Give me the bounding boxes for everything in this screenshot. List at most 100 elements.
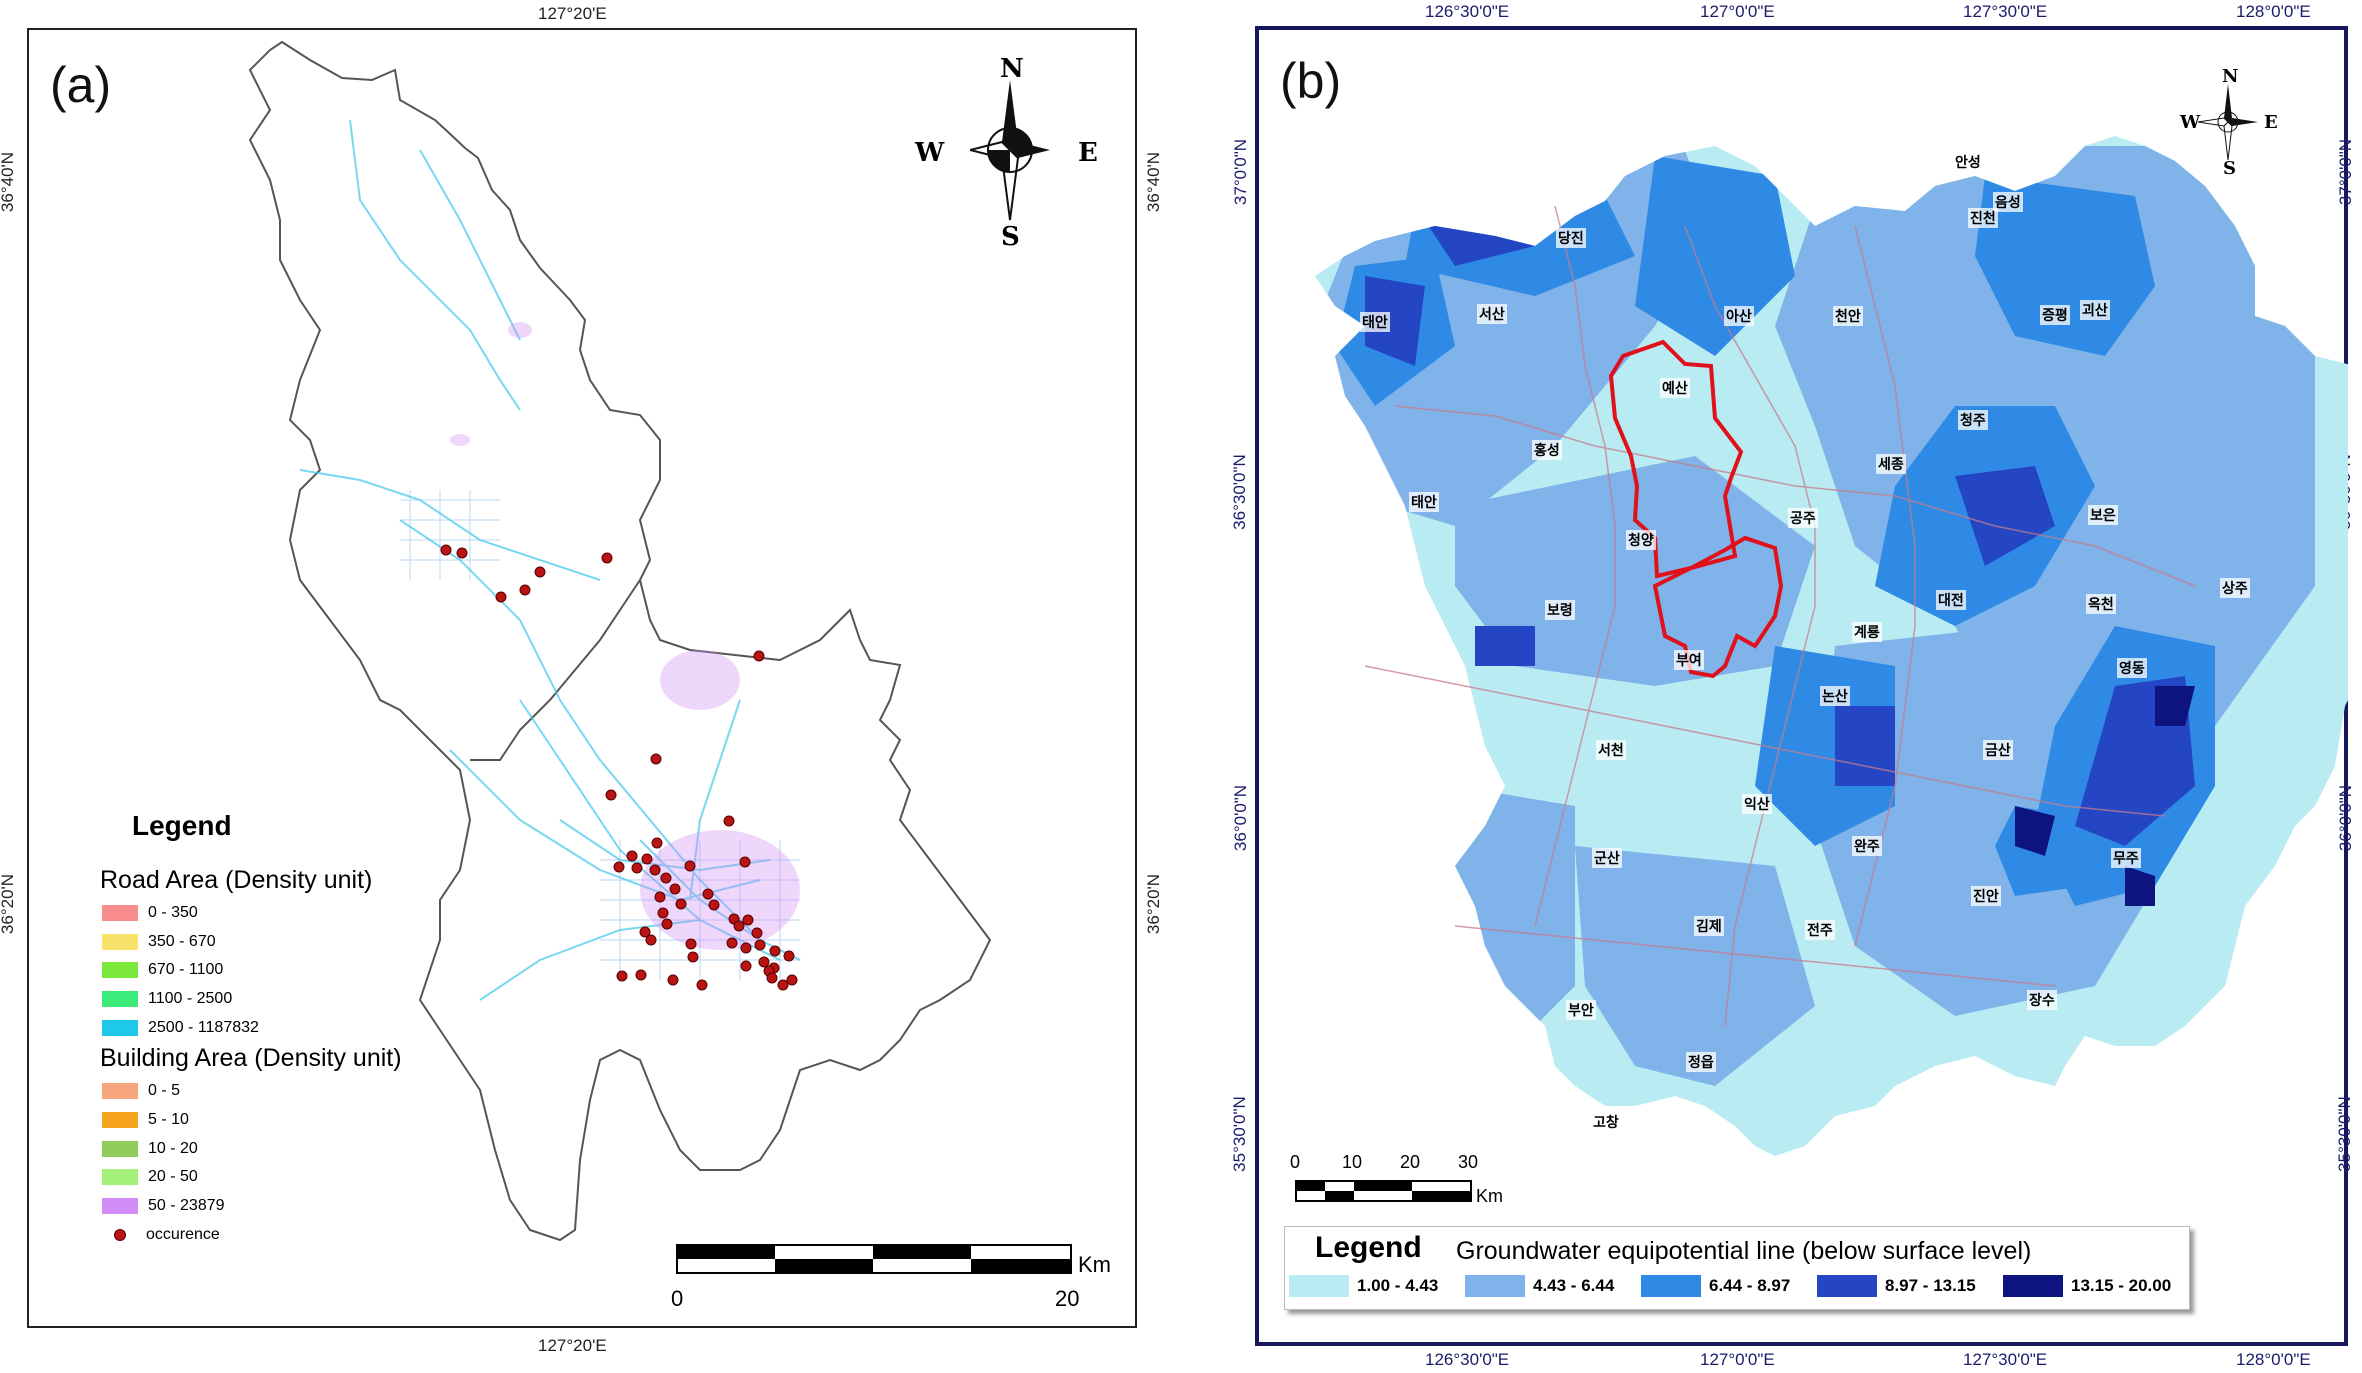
city-label: 김제 [1694,916,1724,936]
gw-swatch-3 [1817,1275,1877,1297]
city-label: 태안 [1409,492,1439,512]
panel-a-compass-s: S [1001,222,1020,252]
city-label: 진천 [1968,208,1998,228]
occurrence-point [783,950,795,962]
city-label: 논산 [1820,686,1850,706]
panel-b-compass-s: S [2223,158,2236,179]
gw-swatch-1 [1465,1275,1525,1297]
city-label: 무주 [2111,848,2141,868]
occurrence-point [667,974,679,986]
panel-b-compass-icon [2197,84,2258,161]
occurrence-point [657,907,669,919]
road-area-unit: (Density unit) [225,866,373,894]
panel-a-legend-title: Legend [132,810,232,841]
occurrence-point [726,937,738,949]
occurrence-point [754,939,766,951]
building-swatch-0 [102,1083,138,1099]
panel-a-scale-end: 20 [1055,1286,1080,1311]
panel-b-top-coord-0: 126°30'0"E [1425,2,1510,21]
panel-b-scale-bar [1295,1180,1472,1202]
panel-b-top-coord-1: 127°0'0"E [1700,2,1775,21]
occurrence-point [661,918,673,930]
city-label: 금산 [1983,740,2013,760]
occurrence-point [753,650,765,662]
occurrence-point [495,591,507,603]
city-label: 장수 [2027,990,2057,1010]
study-area-boundary [248,40,992,1242]
occurrence-point [739,856,751,868]
occurrence-point [660,872,672,884]
city-label: 증평 [2040,305,2070,325]
occurrence-point [751,927,763,939]
city-label: 서산 [1477,304,1507,324]
city-label: 고창 [1591,1112,1621,1132]
panel-b-bottom-coord-0: 126°30'0"E [1425,1350,1510,1369]
city-label: 보은 [2088,505,2118,525]
city-label: 예산 [1660,378,1690,398]
city-label: 부여 [1674,650,1704,670]
city-label: 부안 [1566,1000,1596,1020]
sejong-daejeon-divider [470,579,641,761]
occurrence-points [440,544,798,991]
road-legend-item: 0 - 350 [102,904,198,922]
panel-a-right-upper-coord: 36°40'N [1144,151,1164,213]
city-label: 영동 [2117,658,2147,678]
panel-b-scale-unit: Km [1476,1186,1503,1206]
city-label: 괴산 [2080,300,2110,320]
building-area-heading: Building Area (Density unit) [100,1044,402,1073]
road-legend-item: 1100 - 2500 [102,990,232,1008]
occurrence-point [613,861,625,873]
road-legend-item: 350 - 670 [102,933,216,951]
panel-b-scale-tick-0: 0 [1290,1152,1301,1172]
city-label: 상주 [2220,578,2250,598]
groundwater-legend-subtitle: Groundwater equipotential line (below su… [1456,1237,2032,1265]
occurrence-point [534,566,546,578]
road-area-heading-text: Road Area [100,866,219,894]
groundwater-legend-item: 4.43 - 6.44 [1465,1275,1614,1297]
panel-b-left-coord-1: 36°30'0"N [1229,454,1249,530]
occurrence-point [605,789,617,801]
occurrence-point [723,815,735,827]
building-swatch-4 [102,1198,138,1214]
panel-b-bottom-coord-3: 128°0'0"E [2236,1350,2311,1369]
occurrence-point [669,883,681,895]
panel-b-scale-tick-3: 30 [1458,1152,1479,1172]
building-area-patches [450,322,800,950]
city-label: 보령 [1545,600,1575,620]
panel-a-top-coord: 127°20'E [538,4,607,23]
city-label: 계룡 [1852,622,1882,642]
road-grid-sejong [400,490,500,580]
panel-a-compass-icon [970,80,1050,221]
groundwater-contours [1315,136,2348,1156]
panel-a-scale-start: 0 [671,1286,684,1311]
occurrence-legend-item: occurence [102,1226,220,1244]
panel-b-left-coord-0: 37°0'0"N [1231,138,1251,206]
city-label: 옥천 [2086,594,2116,614]
panel-a-label: (a) [50,57,112,113]
occurrence-point [440,544,452,556]
panel-b-left-coord-2: 36°0'0"N [1231,784,1251,852]
road-legend-item: 670 - 1100 [102,961,223,979]
building-swatch-2 [102,1141,138,1157]
occurrence-point [519,584,531,596]
building-legend-item: 5 - 10 [102,1111,189,1129]
occurrence-dot-icon [114,1229,126,1241]
city-label: 완주 [1852,836,1882,856]
city-label: 대전 [1936,590,1966,610]
city-label: 아산 [1724,306,1754,326]
occurrence-point [654,891,666,903]
occurrence-point [742,914,754,926]
road-legend-item: 2500 - 1187832 [102,1019,259,1037]
panel-b-top-coord-3: 128°0'0"E [2236,2,2311,21]
panel-a-compass-n: N [1000,54,1024,84]
occurrence-point [740,942,752,954]
city-label: 군산 [1592,848,1622,868]
city-label: 청주 [1958,410,1988,430]
occurrence-point [786,974,798,986]
city-label: 정읍 [1686,1052,1716,1072]
building-legend-item: 50 - 23879 [102,1197,225,1215]
occurrence-point [685,938,697,950]
panel-b-compass-n: N [2222,66,2239,87]
city-label: 공주 [1788,508,1818,528]
road-swatch-1 [102,934,138,950]
